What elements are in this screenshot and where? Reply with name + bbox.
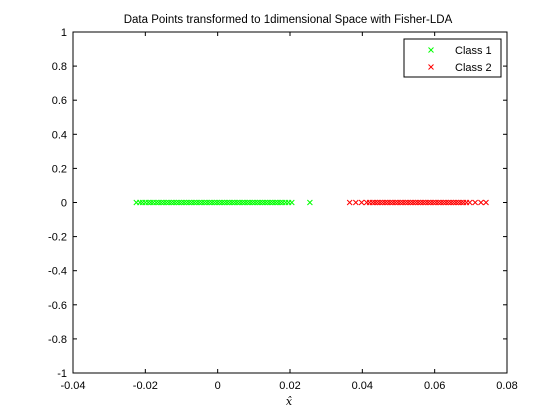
x-tick-label: 0.02 — [279, 380, 300, 392]
legend: Class 1 Class 2 — [404, 39, 501, 77]
y-tick-label: -0.2 — [48, 232, 67, 244]
x-tick-label: -0.04 — [60, 380, 85, 392]
y-tick-label: -1 — [57, 368, 67, 380]
y-tick-label: 0.6 — [52, 95, 67, 107]
legend-label: Class 2 — [455, 62, 492, 74]
x-axis-label: x̂ — [286, 395, 293, 408]
y-tick-label: 0 — [61, 198, 67, 210]
chart-title: Data Points transformed to 1dimensional … — [124, 14, 453, 26]
x-tick-label: 0.04 — [352, 380, 373, 392]
y-tick-label: 0.8 — [52, 61, 67, 73]
legend-label: Class 1 — [455, 45, 492, 57]
y-tick-label: -0.4 — [48, 266, 67, 278]
y-tick-label: 1 — [61, 27, 67, 39]
y-tick-label: 0.4 — [52, 129, 67, 141]
plot-area — [73, 32, 507, 373]
y-tick-label: -0.8 — [48, 334, 67, 346]
x-tick-label: -0.02 — [133, 380, 158, 392]
x-tick-label: 0 — [215, 380, 221, 392]
x-tick-label: 0.08 — [496, 380, 517, 392]
y-tick-label: -0.6 — [48, 300, 67, 312]
y-tick-label: 0.2 — [52, 163, 67, 175]
x-tick-label: 0.06 — [424, 380, 445, 392]
